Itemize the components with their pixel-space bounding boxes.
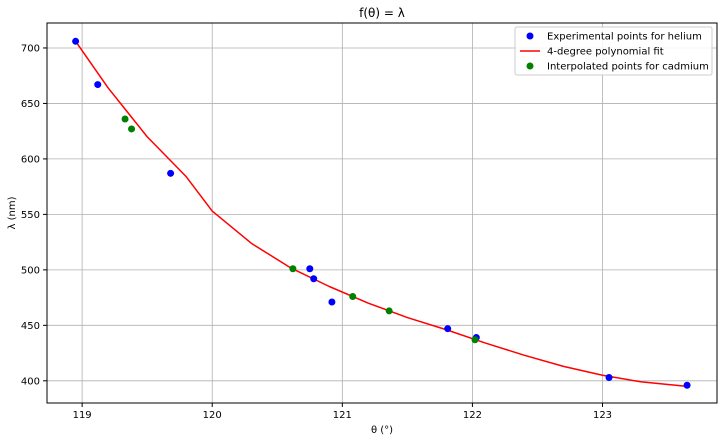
points-layer — [72, 37, 691, 389]
legend-label: 4-degree polynomial fit — [547, 47, 664, 58]
y-tick-label: 700 — [21, 43, 40, 54]
y-axis-label: λ (nm) — [7, 196, 18, 229]
y-tick-label: 500 — [21, 265, 40, 276]
helium-point — [167, 169, 175, 177]
legend-box — [514, 26, 713, 76]
y-tick-label: 450 — [21, 321, 40, 332]
y-tick-label: 400 — [21, 376, 40, 387]
x-tick-label: 121 — [333, 410, 352, 421]
y-axis-ticks: 400 450 500 550 600 650 700 — [21, 43, 47, 387]
cadmium-point — [471, 336, 479, 344]
x-tick-label: 119 — [73, 410, 92, 421]
cadmium-point — [289, 265, 297, 273]
x-tick-label: 122 — [463, 410, 482, 421]
y-tick-label: 650 — [21, 99, 40, 110]
y-tick-label: 550 — [21, 210, 40, 221]
cadmium-point — [385, 307, 393, 315]
cadmium-point — [349, 292, 357, 300]
helium-point — [306, 265, 314, 273]
helium-point — [72, 37, 80, 45]
legend-marker-dot — [526, 32, 534, 40]
legend-label: Interpolated points for cadmium — [547, 62, 709, 73]
fit-curve-line — [75, 40, 688, 388]
plot-frame — [46, 22, 718, 404]
helium-point — [94, 81, 102, 89]
cadmium-point — [128, 125, 136, 133]
x-axis-label: θ (°) — [371, 425, 393, 436]
helium-point — [328, 298, 336, 306]
legend: Experimental points for helium 4-degree p… — [514, 26, 713, 76]
helium-point — [310, 275, 318, 283]
x-tick-label: 123 — [593, 410, 612, 421]
helium-point — [605, 373, 613, 381]
fit-curve-layer — [75, 40, 688, 388]
legend-marker-dot — [526, 62, 534, 70]
x-tick-label: 120 — [203, 410, 222, 421]
cadmium-point — [121, 115, 129, 123]
x-axis-ticks: 119 120 121 122 123 — [73, 403, 612, 421]
legend-label: Experimental points for helium — [547, 32, 702, 43]
chart-title: f(θ) = λ — [359, 6, 405, 20]
grid — [47, 23, 717, 403]
helium-point — [444, 325, 452, 333]
y-tick-label: 600 — [21, 154, 40, 165]
helium-point — [683, 381, 691, 389]
